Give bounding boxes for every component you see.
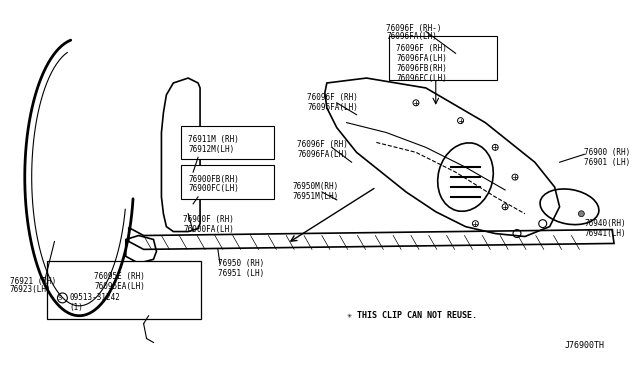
Text: 76096F (RH-): 76096F (RH-) <box>387 24 442 33</box>
Text: ✳ THIS CLIP CAN NOT REUSE.: ✳ THIS CLIP CAN NOT REUSE. <box>347 311 477 320</box>
Text: 09513-31242: 09513-31242 <box>69 294 120 302</box>
FancyBboxPatch shape <box>389 36 497 80</box>
Text: 76096FA(LH): 76096FA(LH) <box>297 150 348 159</box>
Text: J76900TH: J76900TH <box>564 341 605 350</box>
Text: 76900FA(LH): 76900FA(LH) <box>183 225 234 234</box>
Text: 76095E (RH): 76095E (RH) <box>94 272 145 280</box>
Text: 76950 (RH): 76950 (RH) <box>218 259 264 268</box>
Text: 76900F (RH): 76900F (RH) <box>183 215 234 224</box>
Text: 76901 (LH): 76901 (LH) <box>584 158 630 167</box>
Text: 76951M(LH): 76951M(LH) <box>292 192 339 201</box>
Text: 76900 (RH): 76900 (RH) <box>584 148 630 157</box>
Text: 76096F (RH): 76096F (RH) <box>297 140 348 149</box>
Text: 76096F (RH): 76096F (RH) <box>307 93 358 102</box>
FancyBboxPatch shape <box>181 165 275 199</box>
Text: 76096FA(LH): 76096FA(LH) <box>387 32 437 41</box>
Text: 76940(RH): 76940(RH) <box>584 219 626 228</box>
Text: 76912M(LH): 76912M(LH) <box>188 145 234 154</box>
Text: (1): (1) <box>69 303 83 312</box>
Text: 76900FB(RH): 76900FB(RH) <box>188 174 239 183</box>
Text: 76900FC(LH): 76900FC(LH) <box>188 185 239 193</box>
Text: 76911M (RH): 76911M (RH) <box>188 135 239 144</box>
Text: 76096F (RH): 76096F (RH) <box>396 44 447 53</box>
Text: S: S <box>58 295 61 301</box>
Text: 76096FB(RH): 76096FB(RH) <box>396 64 447 73</box>
Text: 76921 (RH): 76921 (RH) <box>10 276 56 286</box>
Text: 76950M(RH): 76950M(RH) <box>292 183 339 192</box>
Text: 76096FA(LH): 76096FA(LH) <box>307 103 358 112</box>
FancyBboxPatch shape <box>47 261 201 319</box>
Circle shape <box>579 211 584 217</box>
Text: 76096FA(LH): 76096FA(LH) <box>396 54 447 63</box>
Text: 76951 (LH): 76951 (LH) <box>218 269 264 278</box>
Text: 76096FC(LH): 76096FC(LH) <box>396 74 447 83</box>
Text: 76923(LH): 76923(LH) <box>10 285 52 294</box>
Text: 76095EA(LH): 76095EA(LH) <box>94 282 145 291</box>
FancyBboxPatch shape <box>181 126 275 159</box>
Text: 76941(LH): 76941(LH) <box>584 229 626 238</box>
